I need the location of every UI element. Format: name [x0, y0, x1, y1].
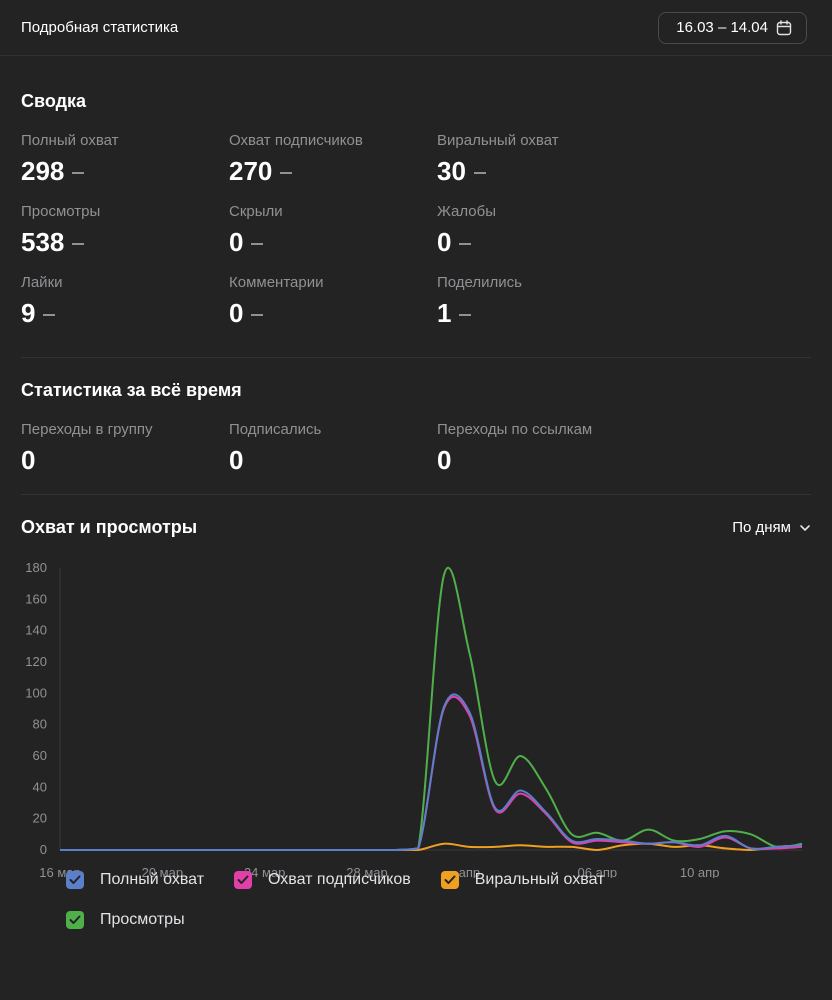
y-tick-label: 180	[25, 560, 47, 575]
stat-value: 9	[21, 298, 36, 328]
y-tick-label: 0	[40, 842, 47, 857]
legend-label: Виральный охват	[474, 871, 605, 888]
page-title: Подробная статистика	[21, 19, 179, 36]
legend-item-subscriber-reach[interactable]: Охват подписчиков	[234, 871, 411, 889]
period-label: По дням	[732, 519, 791, 536]
stat-likes: Лайки 9	[21, 274, 229, 345]
y-tick-label: 80	[33, 717, 47, 732]
stat-value: 0	[437, 227, 452, 257]
x-tick-label: 06 апр	[578, 865, 618, 878]
page-header: Подробная статистика 16.03 – 14.04	[0, 0, 832, 56]
date-range-value: 16.03 – 14.04	[676, 19, 768, 36]
stat-value: 1	[437, 298, 452, 328]
summary-title: Сводка	[21, 91, 87, 111]
no-change-dash	[72, 243, 85, 245]
date-range-button[interactable]: 16.03 – 14.04	[658, 11, 807, 44]
checkbox-checked-icon	[66, 911, 84, 929]
stat-value: 0	[229, 298, 244, 328]
no-change-dash	[251, 314, 264, 316]
y-tick-label: 60	[33, 748, 47, 763]
stat-value: 0	[21, 445, 36, 475]
legend-item-views[interactable]: Просмотры	[66, 911, 185, 929]
y-tick-label: 140	[25, 623, 47, 638]
calendar-icon	[776, 19, 792, 36]
checkbox-checked-icon	[440, 871, 459, 889]
stat-label: Полный охват	[21, 132, 119, 149]
alltime-section: Статистика за всё время Переходы в групп…	[0, 358, 832, 492]
legend-label: Просмотры	[100, 911, 185, 928]
no-change-dash	[473, 172, 486, 174]
stat-subscriber-reach: Охват подписчиков 270	[229, 132, 437, 203]
stat-label: Подписались	[229, 421, 322, 438]
stat-value: 270	[229, 156, 273, 186]
y-tick-label: 100	[25, 685, 47, 700]
stat-label: Лайки	[21, 274, 63, 291]
stat-value: 0	[437, 445, 452, 475]
y-tick-label: 40	[33, 779, 47, 794]
checkbox-checked-icon	[66, 871, 84, 889]
chart-title: Охват и просмотры	[21, 517, 198, 537]
no-change-dash	[251, 243, 264, 245]
chevron-down-icon	[799, 519, 811, 536]
divider	[21, 494, 811, 495]
stat-viral-reach: Виральный охват 30	[437, 132, 645, 203]
stat-shares: Поделились 1	[437, 274, 645, 345]
alltime-title: Статистика за всё время	[21, 380, 242, 400]
stat-label: Поделились	[437, 274, 522, 291]
stat-value: 0	[229, 445, 244, 475]
no-change-dash	[459, 314, 472, 316]
x-tick-label: апр	[459, 865, 481, 878]
x-tick-label: 24 мар	[244, 865, 285, 878]
stat-label: Скрыли	[229, 203, 283, 220]
stat-value: 298	[21, 156, 65, 186]
stat-value: 538	[21, 227, 65, 257]
stat-label: Переходы по ссылкам	[437, 421, 593, 438]
summary-grid: Полный охват 298 Охват подписчиков 270 В…	[21, 132, 811, 345]
stat-value: 0	[229, 227, 244, 257]
no-change-dash	[43, 314, 56, 316]
stat-comments: Комментарии 0	[229, 274, 437, 345]
checkbox-checked-icon	[234, 871, 253, 889]
chart-legend: Полный охват Охват подписчиков Виральный…	[0, 860, 832, 940]
series-line-3	[60, 566, 803, 851]
stat-label: Переходы в группу	[21, 421, 153, 438]
stat-group-visits: Переходы в группу 0	[21, 421, 229, 492]
stat-label: Комментарии	[229, 274, 324, 291]
stat-views: Просмотры 538	[21, 203, 229, 274]
alltime-grid: Переходы в группу 0 Подписались 0 Перехо…	[21, 421, 811, 492]
stat-hidden: Скрыли 0	[229, 203, 437, 274]
summary-section: Сводка Полный охват 298 Охват подписчико…	[0, 56, 832, 345]
y-tick-label: 160	[25, 591, 47, 606]
stat-complaints: Жалобы 0	[437, 203, 645, 274]
chart-header: Охват и просмотры По дням	[0, 517, 832, 538]
divider	[21, 357, 811, 358]
legend-label: Охват подписчиков	[268, 871, 411, 888]
stat-full-reach: Полный охват 298	[21, 132, 229, 203]
legend-item-viral-reach[interactable]: Виральный охват	[440, 871, 605, 889]
y-tick-label: 120	[25, 654, 47, 669]
series-line-0	[60, 693, 803, 851]
stat-label: Охват подписчиков	[229, 132, 363, 149]
stat-label: Жалобы	[437, 203, 496, 220]
x-tick-label: 10 апр	[680, 865, 720, 878]
legend-item-full-reach[interactable]: Полный охват	[66, 871, 204, 889]
stat-label: Просмотры	[21, 203, 101, 220]
period-select[interactable]: По дням	[732, 519, 811, 536]
stat-link-clicks: Переходы по ссылкам 0	[437, 421, 645, 492]
stat-subscribed: Подписались 0	[229, 421, 437, 492]
x-tick-label: 28 мар	[346, 865, 387, 878]
no-change-dash	[459, 243, 472, 245]
stat-label: Виральный охват	[437, 132, 559, 149]
legend-label: Полный охват	[100, 871, 205, 888]
no-change-dash	[280, 172, 293, 174]
stat-value: 30	[437, 156, 466, 186]
y-tick-label: 20	[33, 811, 47, 826]
x-tick-label: 20 мар	[142, 865, 183, 878]
no-change-dash	[72, 172, 85, 174]
